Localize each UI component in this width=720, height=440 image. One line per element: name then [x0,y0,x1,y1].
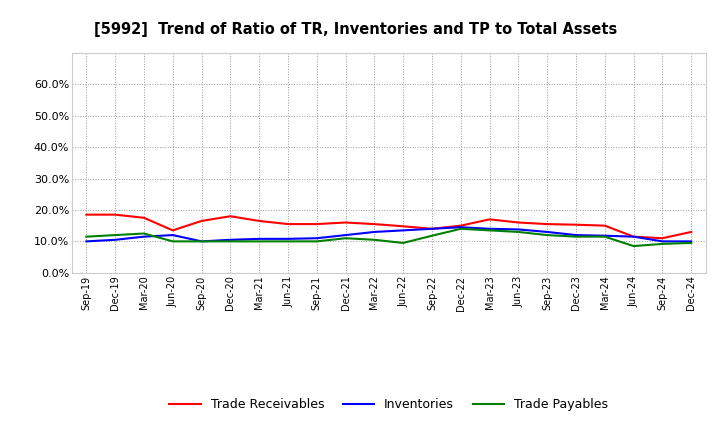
Trade Receivables [312,221,321,227]
Inventories [629,234,638,239]
Inventories [600,233,609,238]
Inventories [197,239,206,244]
Trade Payables [543,232,552,238]
Trade Payables [572,234,580,239]
Trade Receivables [485,217,494,222]
Inventories [284,236,292,242]
Trade Payables [658,241,667,246]
Trade Payables [600,234,609,239]
Line: Trade Payables: Trade Payables [86,229,691,246]
Inventories [687,239,696,244]
Inventories [658,239,667,244]
Inventories [255,236,264,242]
Inventories [140,234,148,239]
Inventories [370,229,379,235]
Trade Receivables [197,218,206,224]
Inventories [543,229,552,235]
Trade Payables [456,226,465,231]
Inventories [514,227,523,232]
Inventories [428,226,436,231]
Trade Payables [226,239,235,244]
Trade Receivables [82,212,91,217]
Trade Payables [514,229,523,235]
Trade Receivables [687,229,696,235]
Trade Receivables [399,224,408,229]
Trade Payables [312,239,321,244]
Inventories [399,228,408,233]
Inventories [312,235,321,241]
Trade Payables [284,239,292,244]
Trade Payables [255,239,264,244]
Trade Receivables [111,212,120,217]
Trade Receivables [370,221,379,227]
Trade Receivables [341,220,350,225]
Inventories [226,237,235,242]
Trade Payables [428,233,436,238]
Trade Receivables [572,222,580,227]
Trade Payables [341,235,350,241]
Trade Payables [399,240,408,246]
Trade Payables [111,232,120,238]
Line: Inventories: Inventories [86,227,691,242]
Trade Payables [485,228,494,233]
Trade Receivables [226,213,235,219]
Inventories [456,224,465,230]
Trade Receivables [428,226,436,231]
Trade Receivables [600,223,609,228]
Inventories [341,232,350,238]
Trade Receivables [629,234,638,239]
Legend: Trade Receivables, Inventories, Trade Payables: Trade Receivables, Inventories, Trade Pa… [164,393,613,416]
Inventories [572,232,580,238]
Inventories [485,226,494,231]
Inventories [111,237,120,242]
Trade Receivables [514,220,523,225]
Trade Receivables [168,228,177,233]
Line: Trade Receivables: Trade Receivables [86,215,691,238]
Text: [5992]  Trend of Ratio of TR, Inventories and TP to Total Assets: [5992] Trend of Ratio of TR, Inventories… [94,22,617,37]
Trade Receivables [456,223,465,228]
Trade Payables [140,231,148,236]
Trade Receivables [658,235,667,241]
Inventories [168,232,177,238]
Trade Receivables [543,221,552,227]
Trade Receivables [284,221,292,227]
Trade Payables [629,243,638,249]
Trade Payables [197,239,206,244]
Inventories [82,239,91,244]
Trade Payables [687,240,696,246]
Trade Payables [168,239,177,244]
Trade Receivables [140,215,148,220]
Trade Payables [370,237,379,242]
Trade Receivables [255,218,264,224]
Trade Payables [82,234,91,239]
